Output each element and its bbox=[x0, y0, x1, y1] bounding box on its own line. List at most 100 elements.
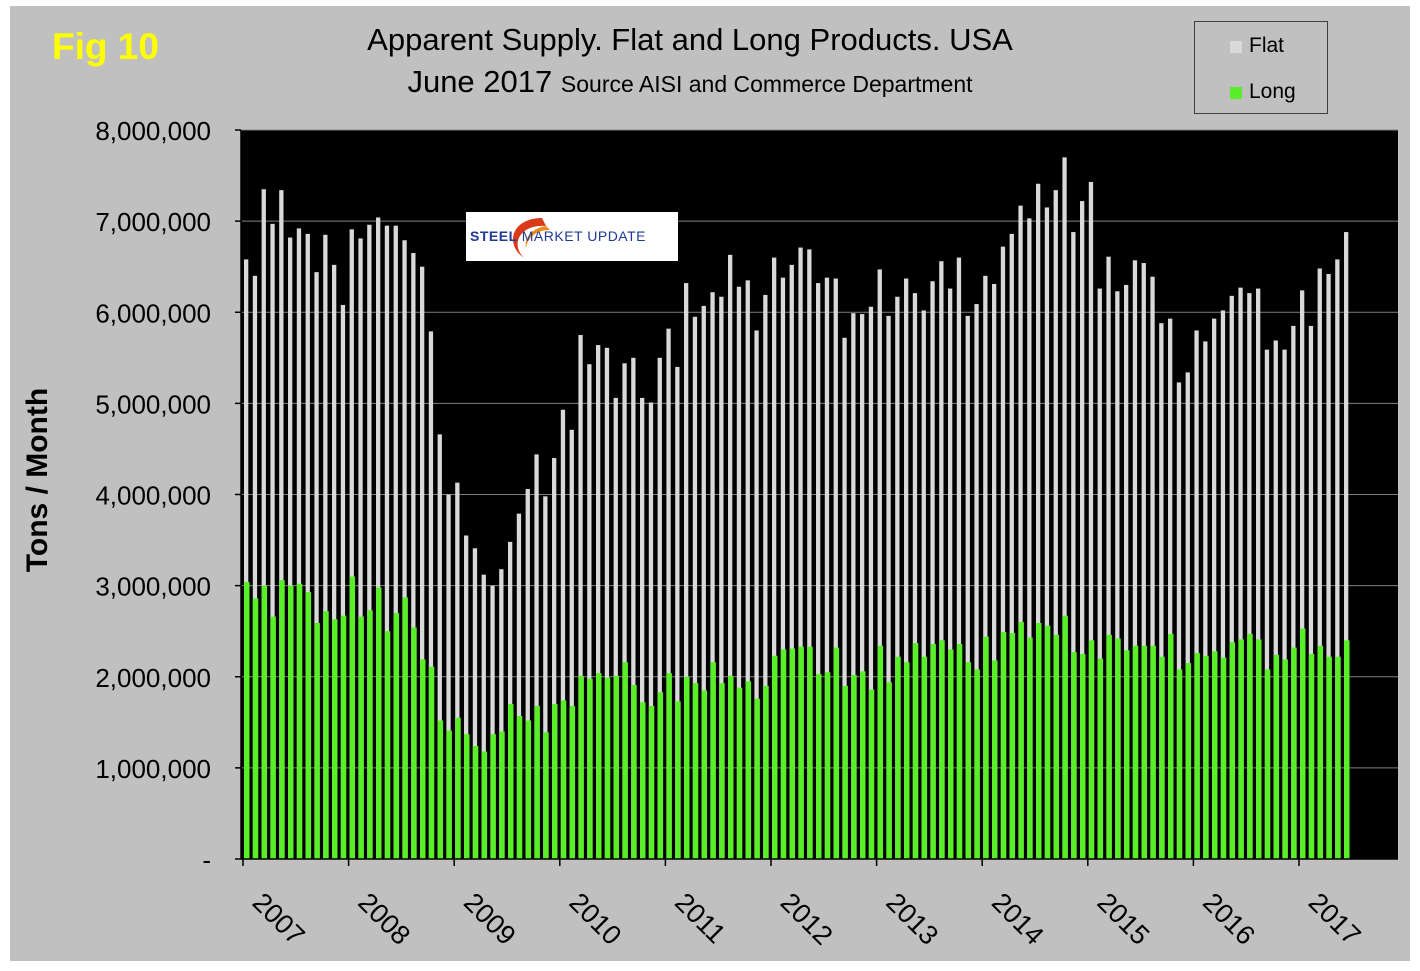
long-bar bbox=[833, 647, 840, 859]
logo-text-steel: STEEL bbox=[470, 228, 518, 244]
long-bar bbox=[323, 611, 329, 859]
long-bar bbox=[1141, 645, 1148, 859]
flat-bar bbox=[1194, 330, 1199, 860]
flat-bar bbox=[868, 306, 874, 860]
flat-bar bbox=[895, 296, 900, 859]
y-axis-label-text: Tons / Month bbox=[21, 387, 54, 573]
x-tick-label: 2015 bbox=[1092, 887, 1156, 951]
x-tick-label: 2013 bbox=[880, 887, 944, 951]
flat-bar bbox=[323, 234, 328, 859]
subtitle-source: Source AISI and Commerce Department bbox=[560, 71, 973, 97]
long-bar bbox=[1317, 645, 1324, 859]
flat-bar bbox=[472, 548, 478, 859]
axes bbox=[235, 129, 1398, 866]
flat-bar bbox=[631, 357, 636, 859]
flat-bar bbox=[1212, 318, 1217, 859]
long-bar bbox=[1326, 656, 1332, 859]
long-bar bbox=[252, 598, 259, 859]
long-bar bbox=[780, 649, 787, 859]
x-tick-labels: 2007 2008 2009 2010 2011 2012 2013 2014 2015 2016… bbox=[247, 887, 1367, 951]
flat-bar bbox=[261, 189, 266, 859]
flat-bar bbox=[437, 434, 442, 859]
long-bar bbox=[992, 660, 998, 859]
long-bar bbox=[974, 669, 980, 859]
subtitle-date: June 2017 bbox=[407, 64, 553, 99]
flat-bar bbox=[367, 224, 372, 859]
long-bar bbox=[886, 682, 892, 859]
long-bar bbox=[701, 690, 708, 859]
flat-bar bbox=[1141, 263, 1146, 860]
long-bar bbox=[763, 685, 769, 859]
y-tick-labels: - 1,000,000 2,000,000 3,000,000 4,000,000 5,0… bbox=[95, 116, 211, 875]
long-bar bbox=[1053, 634, 1060, 859]
long-bar bbox=[534, 705, 540, 859]
long-bar bbox=[1062, 615, 1068, 859]
long-bar bbox=[393, 612, 400, 859]
long-bar bbox=[930, 643, 936, 859]
long-bar bbox=[736, 687, 743, 859]
flat-bar bbox=[1256, 288, 1261, 859]
flat-bar bbox=[948, 288, 953, 859]
flat-bar bbox=[1080, 201, 1085, 859]
flat-bar bbox=[481, 574, 486, 859]
flat-bar bbox=[1273, 340, 1278, 859]
long-bar bbox=[798, 646, 804, 859]
flat-bar bbox=[921, 310, 926, 859]
flat-bar bbox=[596, 345, 601, 859]
long-bar bbox=[367, 610, 373, 859]
long-bar bbox=[684, 676, 690, 859]
long-bar bbox=[956, 643, 963, 859]
long-bar bbox=[1027, 637, 1033, 859]
long-bar bbox=[543, 732, 549, 859]
long-bar bbox=[1344, 640, 1350, 859]
flat-bar bbox=[499, 569, 504, 859]
long-bar bbox=[499, 731, 505, 859]
flat-bar bbox=[296, 228, 302, 860]
logo-swoosh-icon bbox=[512, 218, 550, 258]
y-tick-label: 5,000,000 bbox=[95, 389, 211, 419]
flat-bar bbox=[560, 409, 566, 859]
long-bar bbox=[1203, 655, 1209, 859]
flat-bar bbox=[1176, 382, 1182, 859]
flat-bar bbox=[728, 254, 733, 859]
flat-bar bbox=[349, 229, 354, 860]
long-bar bbox=[1247, 633, 1253, 859]
flat-bar bbox=[587, 364, 592, 859]
long-bar bbox=[939, 640, 945, 859]
x-tick-label: 2008 bbox=[352, 887, 416, 951]
long-bar bbox=[1036, 622, 1042, 859]
legend-label-flat: Flat bbox=[1249, 34, 1285, 57]
long-bar bbox=[1124, 650, 1130, 859]
flat-bar bbox=[340, 304, 346, 860]
long-bar bbox=[296, 583, 303, 859]
long-bar bbox=[1097, 658, 1104, 859]
long-bar bbox=[1194, 653, 1200, 859]
flat-bar bbox=[912, 293, 918, 859]
flat-bar bbox=[930, 281, 935, 860]
long-bar bbox=[305, 592, 312, 859]
long-bar bbox=[349, 576, 356, 859]
flat-bar bbox=[824, 277, 830, 859]
long-bar bbox=[1291, 647, 1297, 859]
long-bar bbox=[1273, 654, 1280, 859]
logo-text: STEEL MARKET UPDATE bbox=[470, 228, 646, 244]
flat-bar bbox=[543, 496, 548, 859]
flat-bar bbox=[684, 283, 689, 860]
flat-bar bbox=[490, 585, 495, 859]
flat-bar bbox=[1203, 341, 1208, 859]
flat-bar bbox=[1027, 218, 1032, 860]
long-bar bbox=[402, 597, 408, 859]
long-bar bbox=[1080, 653, 1086, 859]
long-bar bbox=[904, 662, 910, 859]
flat-bar bbox=[789, 264, 794, 859]
flat-bar bbox=[719, 296, 724, 859]
flat-bar bbox=[736, 286, 742, 859]
long-bar bbox=[244, 581, 250, 859]
flat-bar bbox=[1247, 293, 1252, 859]
long-bar bbox=[1256, 639, 1262, 859]
flat-bar bbox=[1115, 291, 1120, 859]
flat-bar bbox=[252, 275, 258, 859]
flat-bar bbox=[1132, 260, 1138, 860]
legend-label-long: Long bbox=[1249, 80, 1296, 103]
flat-bar bbox=[904, 278, 909, 859]
